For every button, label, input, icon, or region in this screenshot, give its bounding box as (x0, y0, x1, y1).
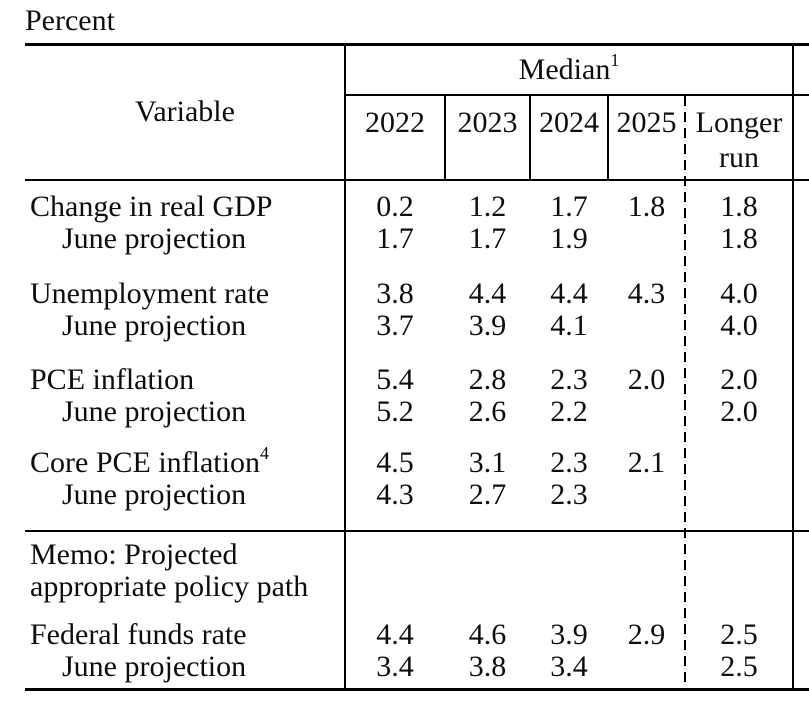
cell-value: 1.7 (468, 222, 507, 255)
cell-value (608, 479, 685, 511)
year-header-2022: 2022 (365, 106, 425, 139)
header-bottom-rule (25, 179, 809, 181)
cell-value: 4.0 (720, 309, 758, 342)
memo-section-rule (25, 530, 809, 532)
table-row-fed-funds-june: June projection 3.4 3.8 3.4 2.5 (25, 651, 793, 683)
cell-value: 4.0 (720, 277, 758, 310)
table-row-unemployment-june: June projection 3.7 3.9 4.1 4.0 (25, 310, 793, 342)
row-label: Unemployment rate (30, 277, 270, 310)
cell-value: 1.2 (468, 190, 507, 223)
cell-value: 5.2 (376, 395, 414, 428)
row-label: PCE inflation (30, 363, 195, 396)
cell-value: 1.7 (550, 190, 588, 223)
row-label: June projection (62, 478, 247, 511)
cell-value: 3.9 (468, 309, 507, 342)
cell-value (608, 223, 685, 255)
cell-value: 3.8 (468, 650, 507, 683)
year-header-2024: 2024 (539, 106, 599, 139)
memo-label-line2: appropriate policy path (30, 570, 309, 603)
cell-value: 4.3 (627, 277, 666, 310)
cell-value: 1.8 (627, 190, 666, 223)
cell-value: 2.1 (627, 446, 666, 479)
cell-value: 1.8 (720, 222, 758, 255)
cell-value: 2.9 (627, 618, 666, 651)
cell-value: 3.1 (468, 446, 507, 479)
table-row-core-pce: Core PCE inflation4 4.5 3.1 2.3 2.1 (25, 443, 793, 479)
variable-column-divider (344, 43, 346, 691)
cell-value: 2.5 (720, 618, 758, 651)
cell-value: 3.4 (376, 650, 414, 683)
table-row-fed-funds: Federal funds rate 4.4 4.6 3.9 2.9 2.5 (25, 619, 793, 651)
cell-value (685, 447, 793, 479)
variable-header-label: Variable (135, 95, 235, 128)
year-header-2025: 2025 (616, 106, 677, 139)
row-label: June projection (62, 309, 247, 342)
footnote-marker: 4 (259, 443, 269, 464)
cell-value: 5.4 (376, 363, 414, 396)
cell-value: 2.7 (468, 478, 507, 511)
cell-value: 2.0 (627, 363, 666, 396)
table-row-unemployment: Unemployment rate 3.8 4.4 4.4 4.3 4.0 (25, 278, 793, 310)
table-row-core-pce-june: June projection 4.3 2.7 2.3 (25, 479, 793, 511)
cell-value: 4.6 (468, 618, 507, 651)
year-header-2023: 2023 (457, 106, 518, 139)
row-label: Core PCE inflation4 (30, 443, 269, 479)
cell-value: 3.9 (550, 618, 588, 651)
cell-value: 2.3 (550, 363, 588, 396)
row-label: June projection (62, 650, 247, 683)
longer-run-dashed-divider (684, 96, 686, 689)
cell-value: 2.6 (468, 395, 507, 428)
table-top-border (25, 43, 809, 46)
unit-label: Percent (25, 4, 115, 37)
table-row-pce-june: June projection 5.2 2.6 2.2 2.0 (25, 396, 793, 428)
cell-value: 2.2 (550, 395, 588, 428)
table-bottom-border (25, 688, 809, 691)
median-footnote-marker: 1 (610, 49, 620, 70)
cell-value: 1.7 (376, 222, 414, 255)
cell-value: 3.8 (376, 277, 414, 310)
cell-value: 3.7 (376, 309, 414, 342)
cell-value: 4.1 (550, 309, 588, 342)
variable-column-header: Variable (25, 45, 345, 179)
row-label: Change in real GDP (30, 190, 273, 223)
divider-2022-2023 (444, 95, 446, 180)
cell-value: 2.8 (468, 363, 507, 396)
cell-value: 4.5 (376, 446, 414, 479)
cell-value (685, 479, 793, 511)
table-row-gdp: Change in real GDP 0.2 1.2 1.7 1.8 1.8 (25, 191, 793, 223)
cell-value (608, 310, 685, 342)
divider-2024-2025 (607, 95, 609, 180)
cell-value: 2.0 (720, 395, 758, 428)
cell-value: 0.2 (376, 190, 414, 223)
cell-value: 4.3 (376, 478, 414, 511)
memo-label-line1: Memo: Projected (30, 538, 238, 571)
row-label: June projection (62, 222, 247, 255)
longer-run-header: Longer run (695, 106, 783, 174)
cell-value: 1.9 (550, 222, 588, 255)
table-row-gdp-june: June projection 1.7 1.7 1.9 1.8 (25, 223, 793, 255)
row-label: June projection (62, 395, 247, 428)
cell-value: 4.4 (376, 618, 414, 651)
cell-value: 1.8 (720, 190, 758, 223)
cell-value: 3.4 (550, 650, 588, 683)
cell-value: 2.0 (720, 363, 758, 396)
cell-value: 4.4 (550, 277, 588, 310)
row-label: Federal funds rate (30, 618, 247, 651)
median-header-label: Median1 (518, 49, 620, 86)
cell-value: 2.3 (550, 478, 588, 511)
right-column-group-divider (792, 43, 794, 691)
divider-2023-2024 (529, 95, 531, 180)
cell-value: 2.3 (550, 446, 588, 479)
cell-value: 2.5 (720, 650, 758, 683)
median-group-header: Median1 (345, 45, 793, 94)
median-group-underline (345, 94, 809, 96)
table-row-pce: PCE inflation 5.4 2.8 2.3 2.0 2.0 (25, 364, 793, 396)
cell-value (608, 396, 685, 428)
cell-value: 4.4 (468, 277, 507, 310)
cell-value (608, 651, 685, 683)
